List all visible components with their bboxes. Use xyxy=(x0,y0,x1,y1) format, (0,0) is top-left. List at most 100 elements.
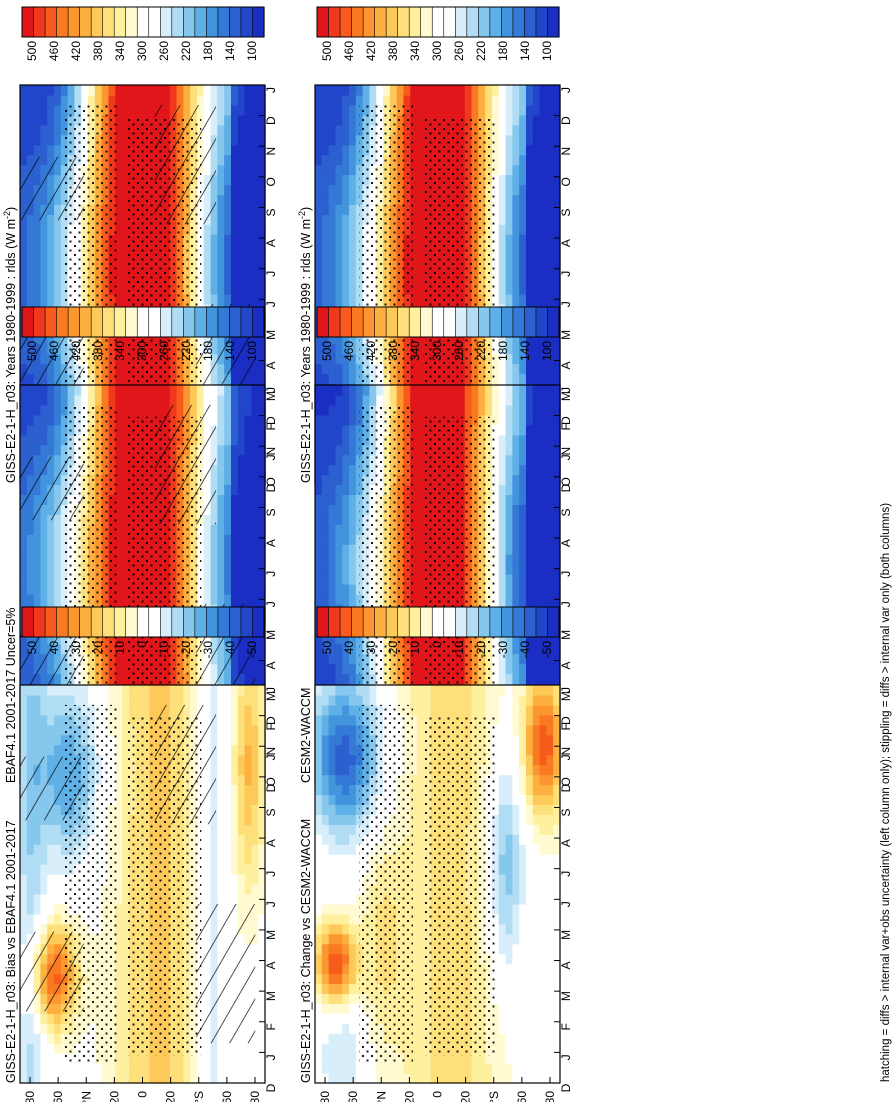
heat-cell xyxy=(505,134,513,146)
heat-cell xyxy=(217,494,225,505)
heat-cell xyxy=(258,134,266,146)
heat-cell xyxy=(224,554,232,565)
heat-cell xyxy=(532,293,541,305)
heat-cell xyxy=(321,194,330,205)
heat-cell xyxy=(258,673,266,685)
colorbar-label: 380 xyxy=(91,341,105,361)
heat-cell xyxy=(315,204,323,215)
heat-cell xyxy=(485,94,493,106)
heat-cell xyxy=(224,564,232,575)
heat-cell xyxy=(553,114,561,126)
colorbar-label: 180 xyxy=(201,341,215,361)
heat-cell xyxy=(417,114,425,126)
heat-cell xyxy=(532,104,541,116)
heat-cell xyxy=(532,114,541,126)
heat-cell xyxy=(115,484,123,496)
heat-cell xyxy=(539,264,547,275)
heat-cell xyxy=(210,274,218,285)
heat-cell xyxy=(20,85,28,96)
heat-cell xyxy=(26,404,35,416)
heat-cell xyxy=(451,85,459,96)
heat-cell xyxy=(512,184,520,196)
heat-cell xyxy=(47,274,55,285)
heat-cell xyxy=(26,94,35,106)
heat-cell xyxy=(40,94,48,106)
heat-cell xyxy=(315,544,323,555)
heat-cell xyxy=(512,224,520,235)
heat-cell xyxy=(115,264,123,275)
heat-cell xyxy=(224,514,232,525)
heat-cell xyxy=(217,593,225,605)
heat-cell xyxy=(512,363,520,375)
heat-cell xyxy=(335,284,343,295)
heat-cell xyxy=(525,194,534,205)
heat-cell xyxy=(546,134,554,146)
heat-cell xyxy=(553,134,561,146)
heat-cell xyxy=(251,134,259,146)
heat-cell xyxy=(237,174,246,186)
heat-cell xyxy=(355,385,364,396)
heat-cell xyxy=(115,564,123,575)
heat-cell xyxy=(40,524,48,535)
heat-cell xyxy=(40,404,48,416)
heat-cell xyxy=(230,234,239,245)
heat-cell xyxy=(217,404,225,416)
heat-cell xyxy=(328,414,337,426)
heat-cell xyxy=(115,194,123,205)
heat-cell xyxy=(115,134,123,146)
heat-cell xyxy=(328,363,337,375)
heat-cell xyxy=(376,385,384,396)
heat-cell xyxy=(505,343,513,355)
heat-cell xyxy=(142,404,150,416)
heat-cell xyxy=(54,234,62,245)
heat-cell xyxy=(532,264,541,275)
heat-cell xyxy=(230,524,239,535)
heat-cell xyxy=(315,214,323,225)
heat-cell xyxy=(335,504,343,515)
heat-cell xyxy=(539,134,547,146)
heat-cell xyxy=(230,434,239,446)
heat-cell xyxy=(217,524,225,535)
heat-cell xyxy=(115,414,123,426)
heat-cell xyxy=(142,94,150,106)
heat-cell xyxy=(258,274,266,285)
heat-cell xyxy=(26,394,35,406)
heat-cell xyxy=(328,514,337,525)
heat-cell xyxy=(471,85,479,96)
heat-cell xyxy=(162,385,171,396)
heat-cell xyxy=(26,114,35,126)
heat-cell xyxy=(135,94,144,106)
heat-cell xyxy=(115,574,123,585)
colorbar-label: 300 xyxy=(135,341,149,361)
month-label: J xyxy=(264,87,278,93)
heat-cell xyxy=(224,544,232,555)
heat-cell xyxy=(491,85,500,96)
heat-cell xyxy=(190,94,198,106)
heat-cell xyxy=(40,394,48,406)
heat-cell xyxy=(33,274,42,285)
heat-cell xyxy=(321,114,330,126)
colorbar-swatch xyxy=(183,6,196,38)
heat-cell xyxy=(122,534,130,545)
colorbar-swatch xyxy=(362,6,376,38)
heat-cell xyxy=(342,114,350,126)
colorbar-swatch xyxy=(240,306,254,338)
colorbar-frame xyxy=(21,306,265,338)
heat-cell xyxy=(88,385,96,396)
heat-cell xyxy=(60,85,69,96)
heat-cell xyxy=(410,333,418,345)
heat-cell xyxy=(251,124,259,136)
heat-cell xyxy=(328,274,337,285)
heat-cell xyxy=(410,244,418,255)
heat-cell xyxy=(33,134,42,146)
heat-cell xyxy=(485,85,493,96)
colorbar-label: 340 xyxy=(113,41,127,61)
heat-cell xyxy=(498,104,507,116)
heat-cell xyxy=(519,184,527,196)
heat-cell xyxy=(122,124,130,136)
month-label: D xyxy=(264,483,278,492)
heat-cell xyxy=(176,394,184,406)
heat-cell xyxy=(244,194,252,205)
heat-cell xyxy=(539,104,547,116)
heat-cell xyxy=(54,274,62,285)
